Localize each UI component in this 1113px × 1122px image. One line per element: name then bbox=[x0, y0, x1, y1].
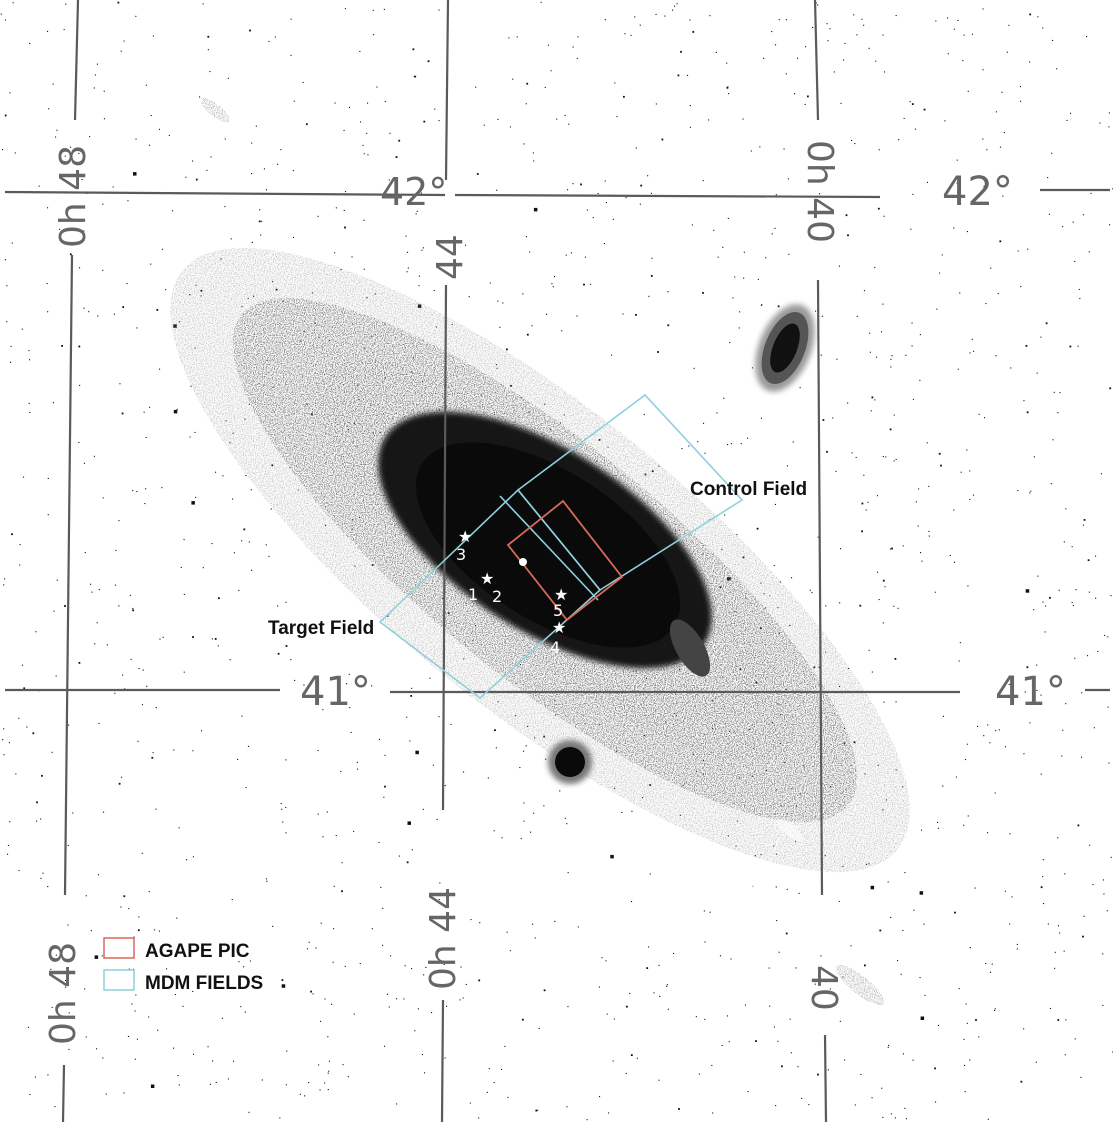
control-field-label: Control Field bbox=[690, 479, 807, 500]
star-marker-4-glyph: ★ bbox=[552, 618, 566, 637]
companion-galaxy-m32 bbox=[548, 740, 592, 784]
mdm-field-divider bbox=[499, 495, 599, 601]
dec-label-42-top-left: 42° bbox=[380, 170, 447, 214]
star-marker-1-glyph: ★ bbox=[480, 569, 494, 588]
ra-label-48-top-left: 0h 48 bbox=[53, 145, 94, 248]
grid-line-ra-44-top bbox=[444, 0, 450, 181]
coordinate-grid bbox=[4, 0, 1110, 1122]
legend-label-agape: AGAPE PIC bbox=[145, 941, 250, 962]
star-marker-3-glyph: ★ bbox=[458, 527, 472, 546]
legend: AGAPE PIC MDM FIELDS bbox=[103, 937, 263, 994]
legend-swatch-mdm bbox=[103, 969, 135, 991]
star-marker-5-label: 5 bbox=[553, 601, 563, 620]
mdm-fields-overlay bbox=[378, 393, 744, 700]
grid-line-ra-44-bottom bbox=[440, 999, 445, 1122]
star-marker-5-glyph: ★ bbox=[554, 585, 568, 604]
galaxy-bulge bbox=[378, 411, 712, 677]
m31-nucleus-marker bbox=[519, 558, 527, 566]
mdm-field-control bbox=[516, 393, 744, 592]
companion-galaxy-m110 bbox=[755, 304, 815, 392]
target-field-label: Target Field bbox=[268, 618, 374, 639]
ra-label-44-top-center: 44 bbox=[430, 234, 471, 280]
ra-label-40-bottom-right: 40 bbox=[803, 965, 844, 1011]
ra-label-40-top-right: 0h 40 bbox=[799, 140, 840, 243]
grid-line-ra-48-bottom bbox=[61, 1064, 66, 1122]
agape-pic-field bbox=[506, 499, 624, 622]
grid-line-ra-40-top bbox=[813, 0, 820, 121]
dec-label-41-bottom-right: 41° bbox=[995, 669, 1066, 715]
star-marker-1-label: 1 bbox=[468, 585, 478, 604]
dust-lanes bbox=[708, 818, 803, 897]
dec-label-41-bottom-left: 41° bbox=[300, 669, 371, 715]
star-marker-3-label: 3 bbox=[456, 545, 466, 564]
dec-label-42-top-right: 42° bbox=[942, 169, 1013, 215]
grid-line-dec-42-left bbox=[4, 190, 446, 197]
ra-label-44-bottom-center: 0h 44 bbox=[423, 887, 464, 990]
star-marker-2-label: 2 bbox=[492, 587, 502, 606]
legend-label-mdm: MDM FIELDS bbox=[145, 973, 263, 994]
grid-line-ra-48-mid bbox=[63, 254, 74, 896]
grid-line-ra-44-mid bbox=[441, 284, 448, 811]
star-marker-4-label: 4 bbox=[550, 638, 560, 657]
legend-swatch-agape bbox=[103, 937, 135, 959]
grid-line-dec-42-right bbox=[454, 193, 881, 199]
grid-line-ra-40-mid bbox=[816, 279, 824, 896]
grid-line-ra-40-bottom bbox=[823, 1034, 828, 1122]
grid-line-ra-48-top bbox=[73, 0, 80, 121]
ra-label-48-bottom-left: 0h 48 bbox=[43, 942, 84, 1045]
